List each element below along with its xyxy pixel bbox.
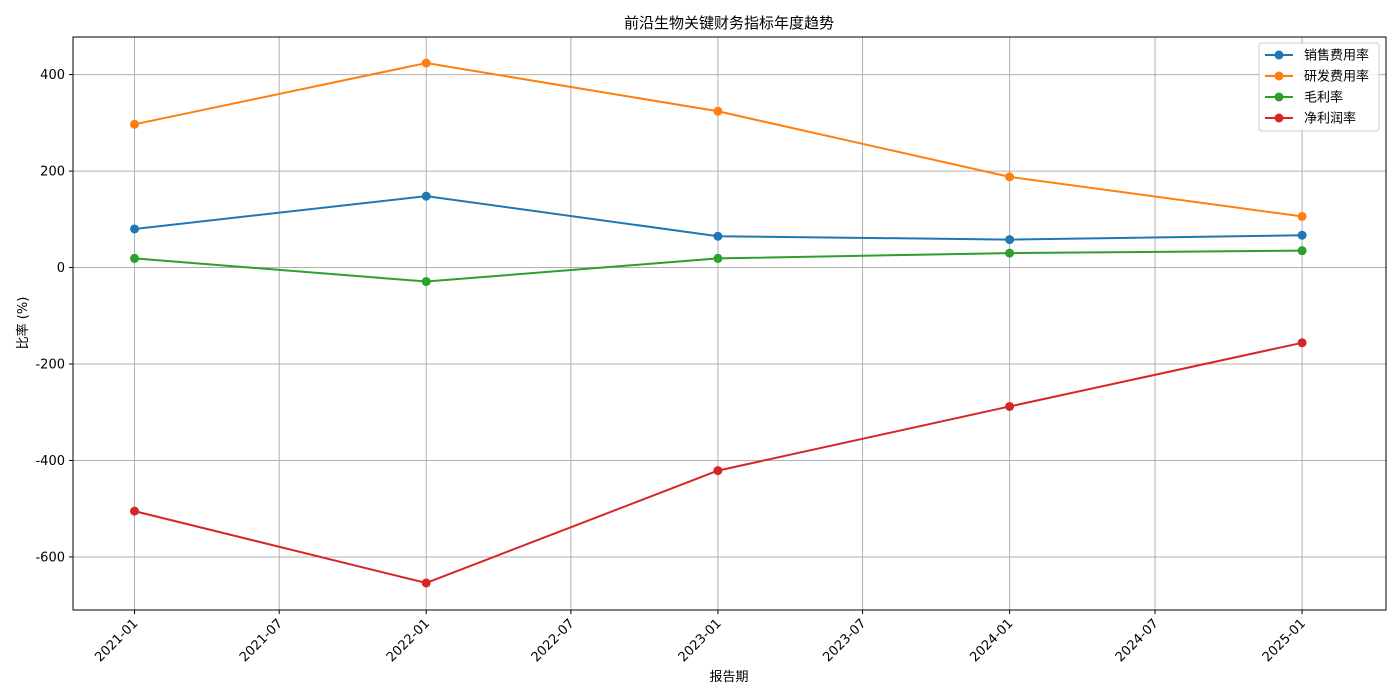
plot-frame bbox=[72, 36, 1387, 611]
x-axis: 2021-01 2021-07 2022-01 2022-07 2023-01 2023-… bbox=[92, 610, 1309, 665]
data-point bbox=[130, 506, 140, 516]
chart-title: 前沿生物关键财务指标年度趋势 bbox=[624, 14, 834, 32]
data-point bbox=[1005, 401, 1015, 411]
x-tick-label: 2021-01 bbox=[92, 616, 141, 665]
y-tick-label: 400 bbox=[40, 68, 65, 83]
series-lines bbox=[130, 58, 1307, 588]
legend-box bbox=[1258, 42, 1380, 132]
x-tick-label: 2024-07 bbox=[1113, 616, 1162, 665]
series-2 bbox=[130, 58, 1307, 221]
series-1 bbox=[130, 191, 1307, 245]
legend-item: 销售费用率 bbox=[1265, 48, 1369, 64]
legend-marker bbox=[1274, 92, 1284, 102]
legend-label: 毛利率 bbox=[1304, 90, 1343, 106]
x-tick-label: 2021-07 bbox=[237, 616, 286, 665]
legend-item: 净利润率 bbox=[1265, 111, 1356, 127]
data-point bbox=[713, 466, 723, 476]
legend-marker bbox=[1274, 113, 1284, 123]
x-tick-label: 2022-01 bbox=[384, 616, 433, 665]
legend-label: 销售费用率 bbox=[1304, 48, 1369, 64]
data-point bbox=[1005, 235, 1015, 245]
data-point bbox=[713, 106, 723, 116]
data-point bbox=[713, 253, 723, 263]
y-axis: 400 200 0 -200 -400 -600 bbox=[35, 68, 73, 565]
data-point bbox=[1005, 172, 1015, 182]
y-tick-label: -400 bbox=[35, 454, 65, 469]
data-point bbox=[1297, 338, 1307, 348]
data-point bbox=[421, 578, 431, 588]
data-point bbox=[713, 231, 723, 241]
data-point bbox=[1005, 248, 1015, 258]
legend-item: 研发费用率 bbox=[1265, 69, 1369, 85]
grid bbox=[73, 37, 1386, 610]
data-point bbox=[421, 58, 431, 68]
y-tick-label: -200 bbox=[35, 358, 65, 373]
series-3 bbox=[130, 246, 1307, 287]
data-point bbox=[130, 253, 140, 263]
legend-marker bbox=[1274, 50, 1284, 60]
y-tick-label: 0 bbox=[57, 261, 65, 276]
data-point bbox=[130, 119, 140, 129]
x-tick-label: 2023-01 bbox=[676, 616, 725, 665]
x-tick-label: 2022-07 bbox=[529, 616, 578, 665]
data-point bbox=[1297, 246, 1307, 256]
y-tick-label: -600 bbox=[35, 550, 65, 565]
legend-marker bbox=[1274, 71, 1284, 81]
legend-item: 毛利率 bbox=[1265, 90, 1343, 106]
y-axis-label: 比率 (%) bbox=[15, 297, 31, 350]
data-point bbox=[421, 191, 431, 201]
data-point bbox=[130, 224, 140, 234]
x-tick-label: 2023-07 bbox=[820, 616, 869, 665]
series-4 bbox=[130, 338, 1307, 588]
x-tick-label: 2025-01 bbox=[1260, 616, 1309, 665]
data-point bbox=[1297, 230, 1307, 240]
x-tick-label: 2024-01 bbox=[967, 616, 1016, 665]
legend-label: 净利润率 bbox=[1304, 111, 1356, 127]
y-tick-label: 200 bbox=[40, 165, 65, 180]
legend-label: 研发费用率 bbox=[1304, 69, 1369, 85]
x-axis-label: 报告期 bbox=[709, 670, 748, 685]
data-point bbox=[421, 277, 431, 287]
data-point bbox=[1297, 211, 1307, 221]
